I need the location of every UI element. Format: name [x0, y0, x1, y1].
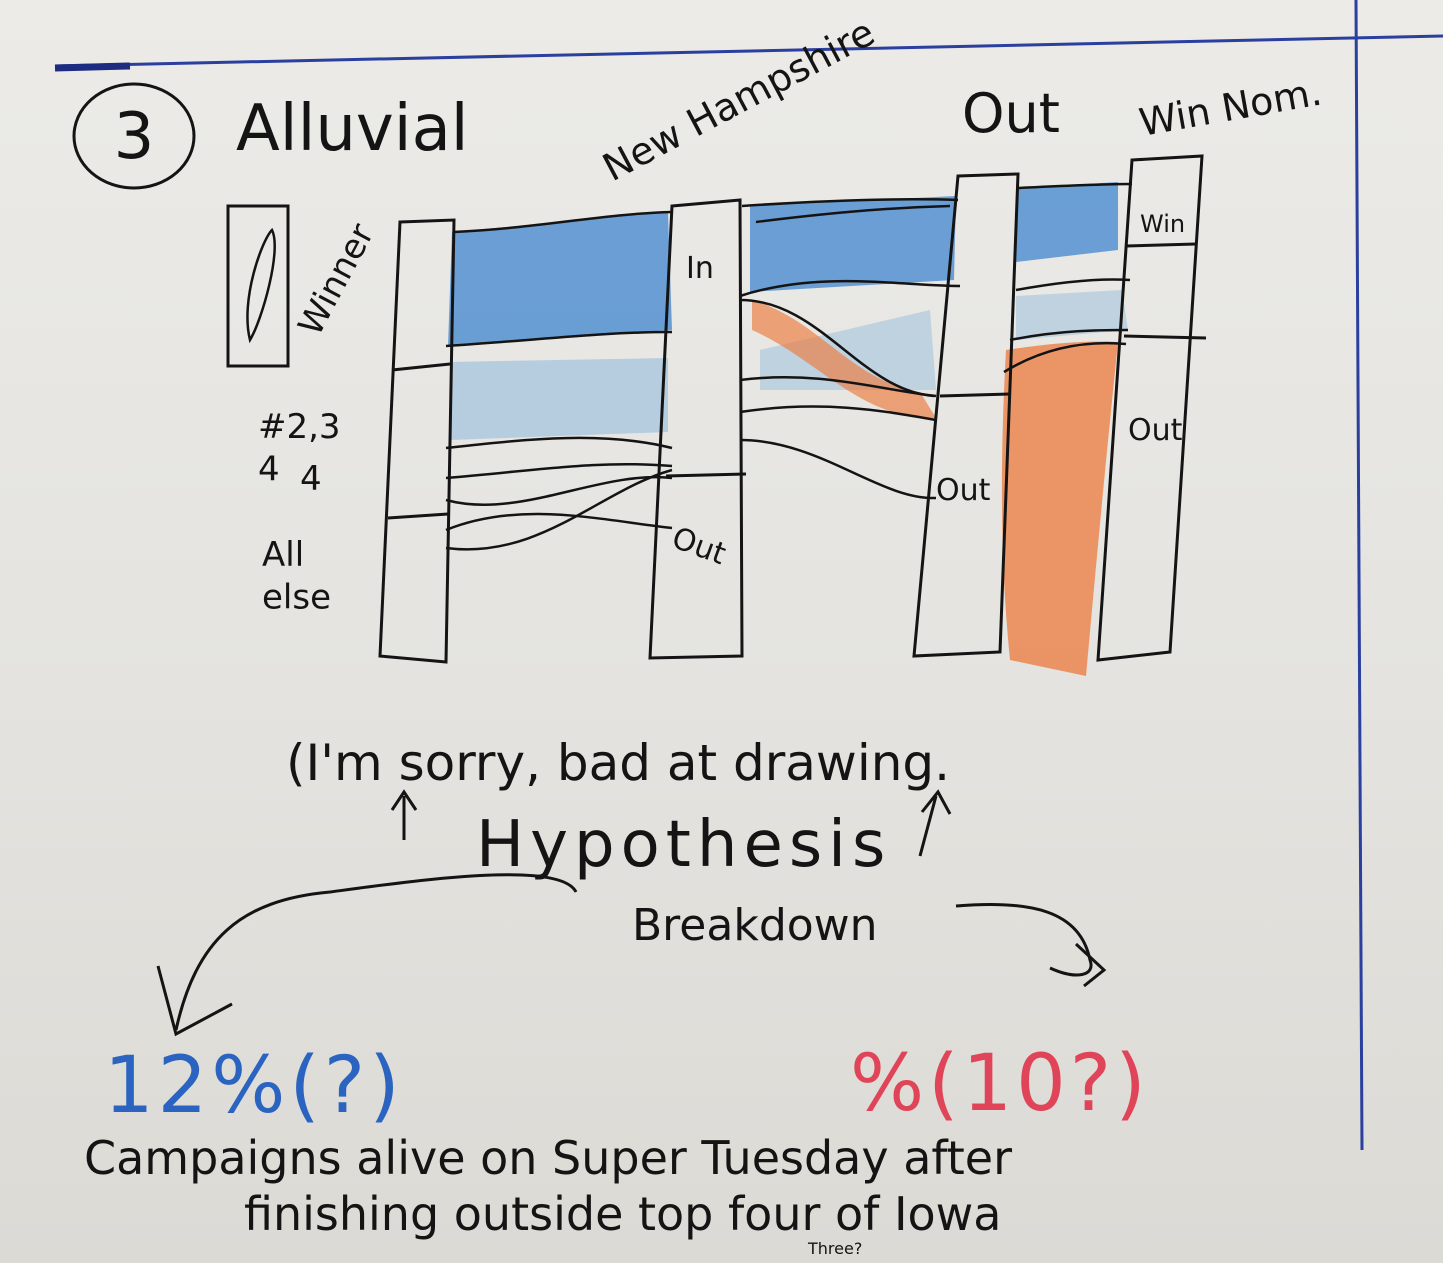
- row-label-places-4: 4: [300, 459, 322, 499]
- column-header-new-hampshire: New Hampshire: [596, 10, 882, 190]
- caption-small-note: Three?: [807, 1239, 862, 1258]
- apology-note: (I'm sorry, bad at drawing.: [286, 734, 950, 792]
- breakdown-arrows: [156, 873, 1107, 1037]
- row-label-winner: Winner: [291, 217, 383, 342]
- winner-flow-fill-1: [448, 212, 672, 346]
- breakdown-label: Breakdown: [632, 900, 878, 951]
- section-number-circle: [72, 82, 196, 190]
- column-new-hampshire: [648, 198, 747, 660]
- column-header-win-nom: Win Nom.: [1136, 70, 1325, 145]
- cell-label-win: Win: [1140, 210, 1185, 238]
- cell-label-nh-out: Out: [667, 521, 730, 573]
- legend-swatch-scribble: [246, 227, 276, 344]
- column-win-nom: [1096, 154, 1207, 662]
- section-number: 3: [114, 100, 155, 174]
- caption-line-2: finishing outside top four of Iowa: [244, 1187, 1002, 1241]
- left-percentage: 12%(?): [104, 1041, 404, 1131]
- top-rule-line: [54, 34, 1443, 68]
- row-label-places: #2,3 4: [258, 407, 341, 490]
- right-margin-line: [1354, 0, 1364, 1151]
- places-flow-fill-2: [760, 310, 936, 390]
- right-percentage: %(10?): [850, 1039, 1150, 1129]
- cell-label-nh-in: In: [686, 251, 714, 286]
- caption-line-1: Campaigns alive on Super Tuesday after: [84, 1131, 1012, 1185]
- hypothesis-arrows: [390, 789, 952, 857]
- cell-label-out-out: Out: [936, 473, 991, 508]
- winner-flow-fill-2: [750, 196, 956, 292]
- diagram-title: Alluvial: [236, 92, 469, 166]
- cell-label-win-out: Out: [1128, 413, 1183, 448]
- column-header-out: Out: [962, 82, 1060, 145]
- row-label-all-else: All else: [262, 535, 331, 618]
- column-out: [912, 172, 1020, 658]
- legend-swatch: [226, 204, 290, 368]
- places-flow-fill-1: [450, 358, 668, 440]
- winner-flow-fill-3: [1016, 182, 1118, 262]
- places-flow-fill-3: [1016, 290, 1128, 340]
- flow-lines: [445, 182, 1133, 551]
- top-rule-dash: [54, 62, 131, 72]
- out-flow-fill-big: [1001, 341, 1118, 676]
- column-iowa: [378, 218, 456, 664]
- hypothesis-label: Hypothesis: [476, 808, 891, 882]
